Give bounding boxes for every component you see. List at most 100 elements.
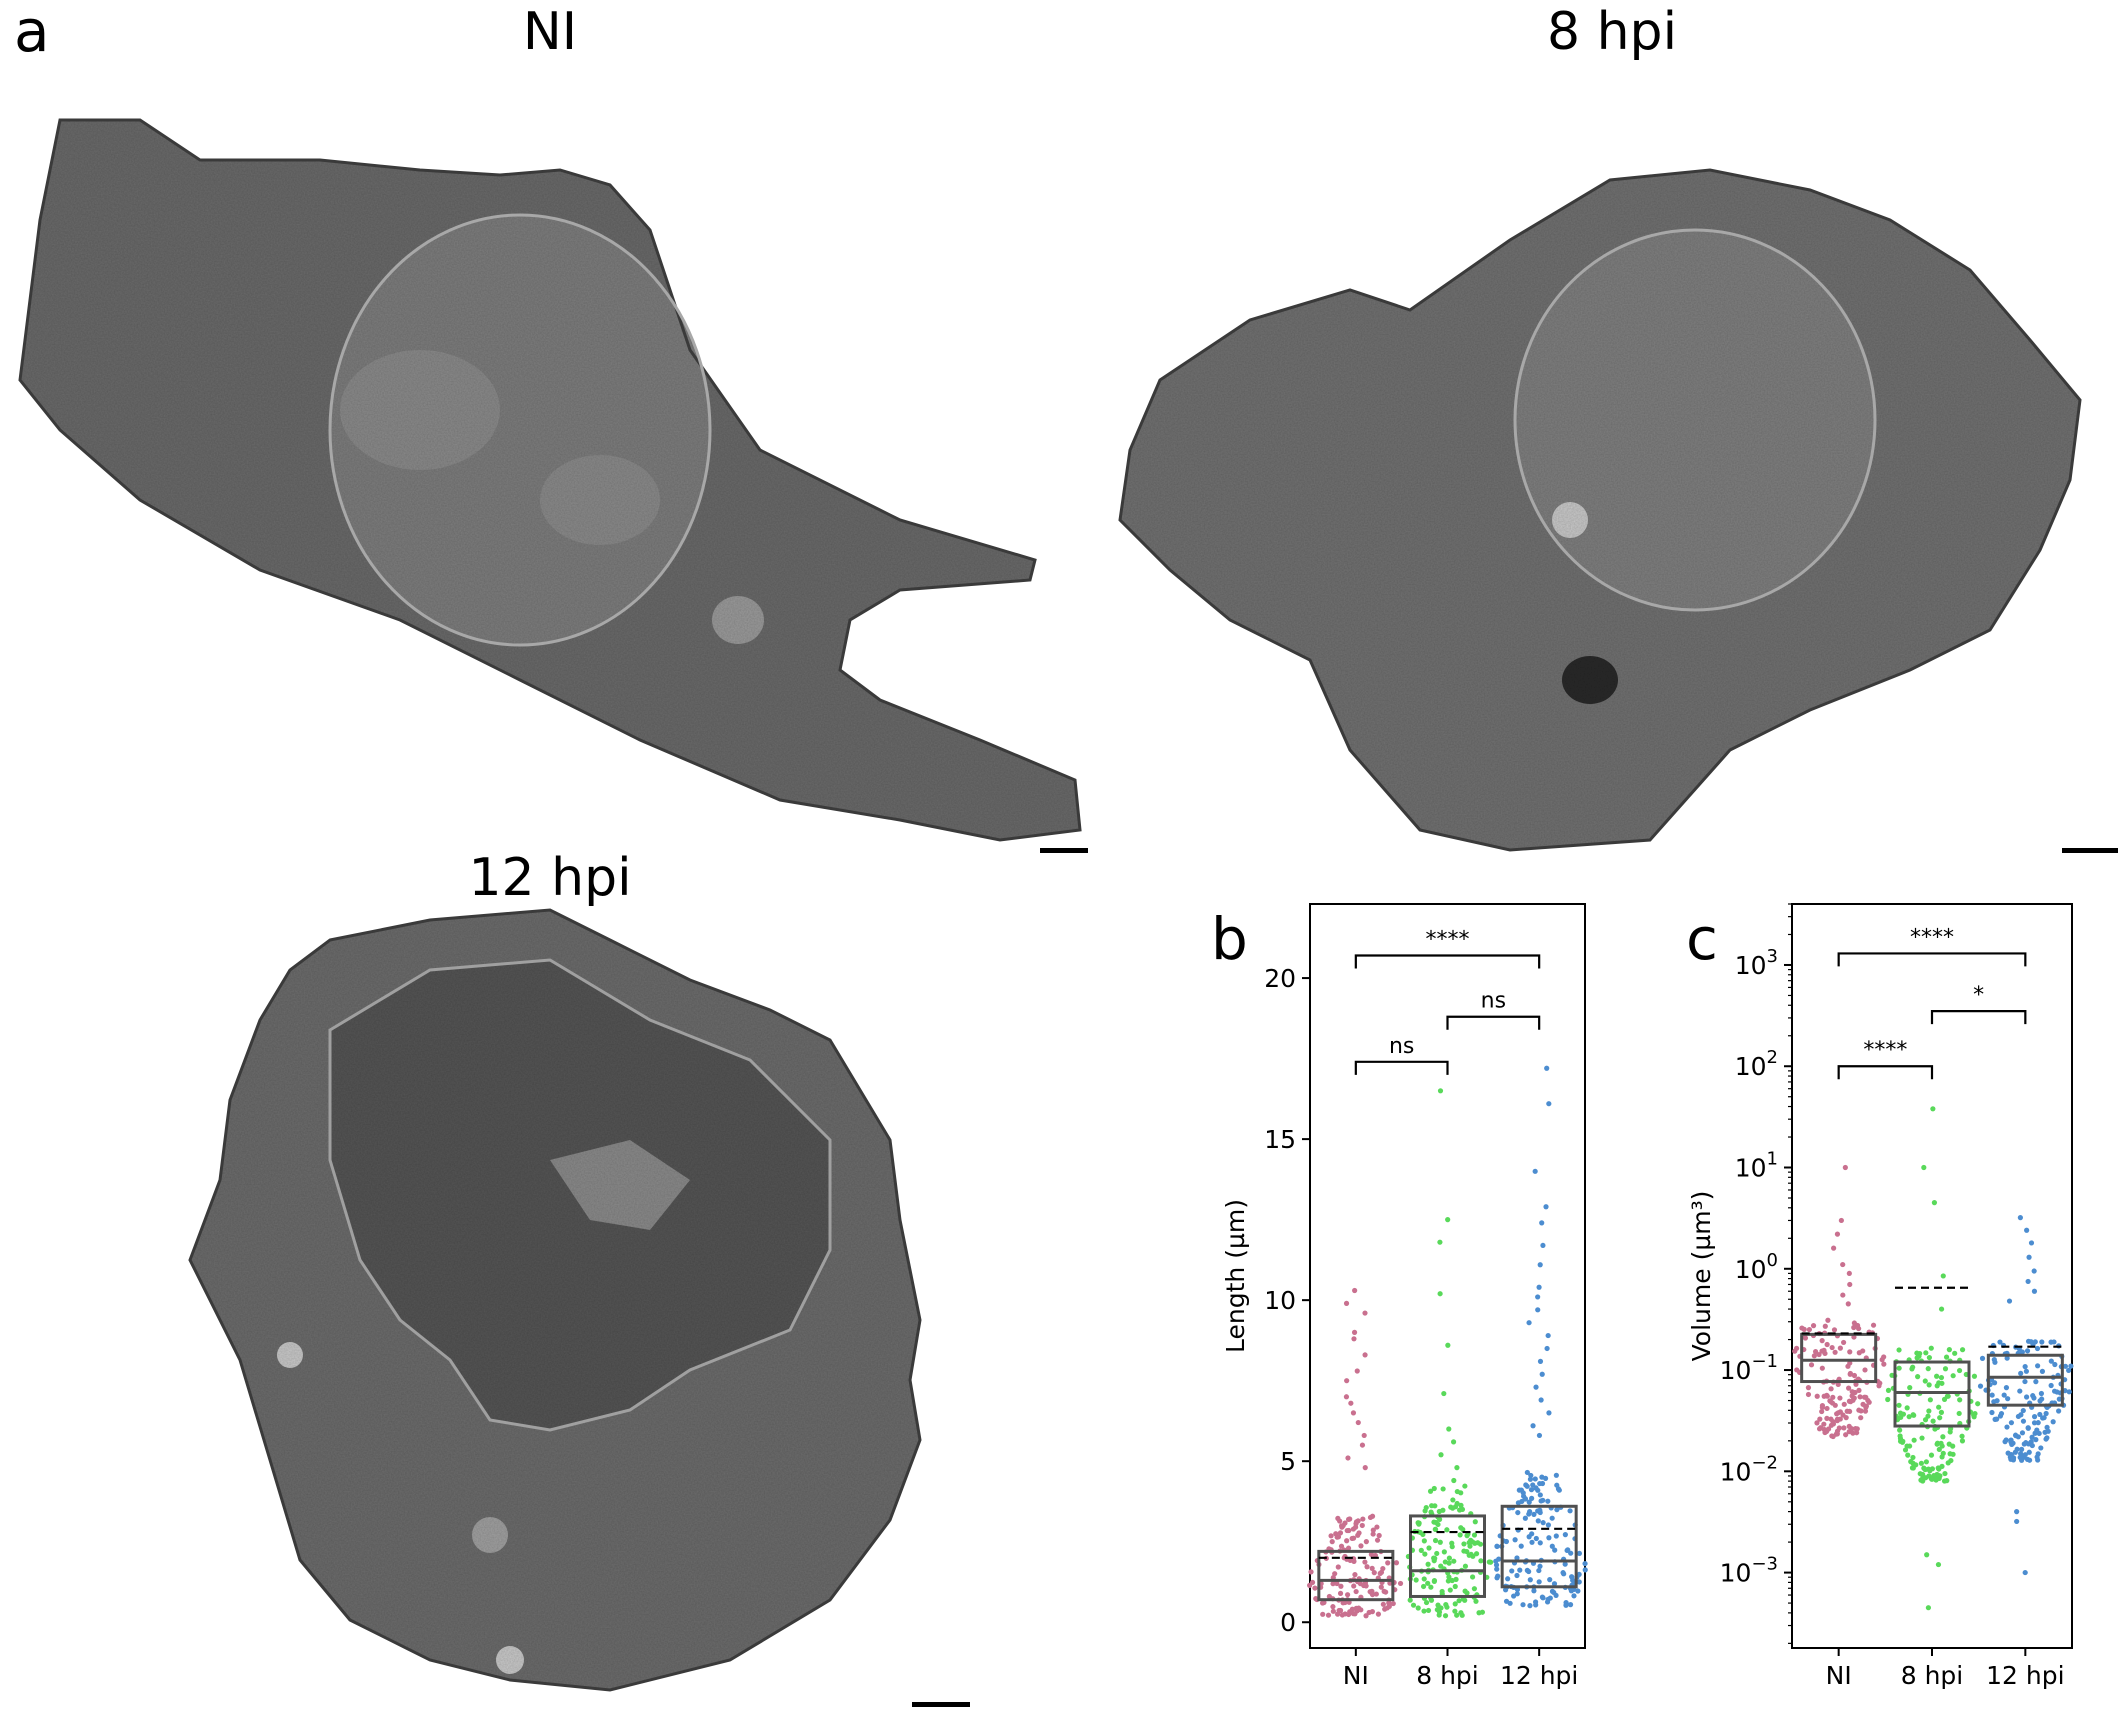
data-point [1889,1372,1895,1378]
data-point [2025,1278,2031,1285]
data-point [1926,1382,1932,1388]
data-point [1353,1588,1359,1595]
y-tick-label: 15 [1264,1125,1296,1154]
data-point [1935,1472,1941,1478]
data-point [1450,1439,1457,1445]
data-point [1939,1454,1945,1460]
data-point [1360,1516,1366,1522]
data-point [1824,1341,1830,1348]
data-point [1381,1588,1387,1594]
data-point [2056,1408,2062,1414]
data-point [1546,1101,1552,1107]
data-point [1821,1421,1827,1427]
data-point [1494,1543,1500,1549]
data-point [1568,1550,1574,1556]
data-point [1924,1552,1930,1558]
data-point [1334,1580,1340,1587]
data-point [1546,1410,1552,1416]
data-point [1914,1355,1920,1361]
data-point [1563,1602,1569,1608]
data-point [1946,1441,1952,1447]
data-point [2019,1349,2025,1355]
data-point [1354,1368,1360,1374]
data-point [1452,1601,1458,1607]
data-point [1858,1415,1864,1421]
data-point [1413,1577,1419,1583]
data-point [1423,1504,1429,1511]
x-tick-label: 12 hpi [1500,1661,1578,1690]
x-tick-label: 12 hpi [1986,1661,2064,1690]
data-point [1575,1588,1581,1594]
data-point [1437,1239,1443,1245]
data-point [1956,1410,1962,1417]
data-point [2054,1389,2060,1395]
data-point [1434,1550,1440,1557]
data-point [1549,1543,1555,1549]
data-point [1471,1532,1478,1538]
data-point [1994,1416,2000,1422]
data-point [1462,1483,1468,1489]
data-point [1325,1612,1332,1618]
significance-bracket [1930,1010,2027,1025]
data-point [1437,1539,1443,1545]
data-point [1370,1527,1376,1533]
data-point [2017,1388,2023,1394]
data-point [1940,1434,1946,1440]
data-point [1546,1535,1552,1541]
data-point [1535,1307,1541,1313]
data-point [1363,1583,1369,1589]
data-point [1337,1607,1344,1614]
data-point [1821,1347,1827,1353]
data-point [1345,1455,1351,1461]
data-point [1906,1414,1912,1420]
data-point [2024,1227,2030,1233]
data-point [1433,1519,1439,1526]
data-point [1385,1560,1391,1566]
data-point [1556,1487,1562,1493]
data-point [1876,1383,1882,1389]
data-point [2020,1418,2027,1424]
data-point [1911,1437,1917,1443]
data-point [1353,1605,1359,1611]
data-point [2066,1389,2072,1395]
data-point [1997,1413,2004,1419]
data-point [1819,1408,1825,1415]
data-point [1549,1588,1556,1594]
data-point [1529,1539,1535,1545]
data-point [1935,1561,1942,1568]
data-point [1462,1563,1469,1569]
em-image-8hpi [1118,168,2082,852]
data-point [1393,1560,1400,1566]
data-point [1828,1386,1834,1392]
panel-c-letter: c [1686,905,1718,973]
data-point [1366,1609,1372,1616]
data-point [1843,1432,1849,1438]
significance-label: **** [1863,1038,1907,1063]
data-point [1576,1579,1582,1585]
data-point [2012,1449,2018,1455]
data-point [1527,1603,1533,1609]
data-point [1841,1401,1847,1407]
data-point [1431,1577,1438,1584]
y-tick-label: 10−2 [1720,1452,1778,1486]
data-point [1956,1367,1963,1374]
data-point [1529,1531,1535,1537]
data-point [1454,1465,1460,1471]
image-title-ni: NI [522,2,578,62]
data-point [2018,1370,2024,1376]
data-point [2031,1395,2037,1401]
data-point [1862,1408,1869,1414]
data-point [1446,1555,1452,1561]
data-point [2006,1298,2013,1304]
data-point [1576,1550,1583,1557]
data-point [2008,1437,2014,1443]
data-point [1544,1065,1550,1071]
data-point [1920,1474,1926,1480]
data-point [1432,1537,1439,1544]
significance-label: ns [1481,989,1506,1014]
data-point [1330,1604,1336,1610]
data-point [1457,1532,1463,1538]
data-point [1933,1476,1939,1483]
data-point [1536,1579,1542,1585]
data-point [2023,1440,2029,1446]
